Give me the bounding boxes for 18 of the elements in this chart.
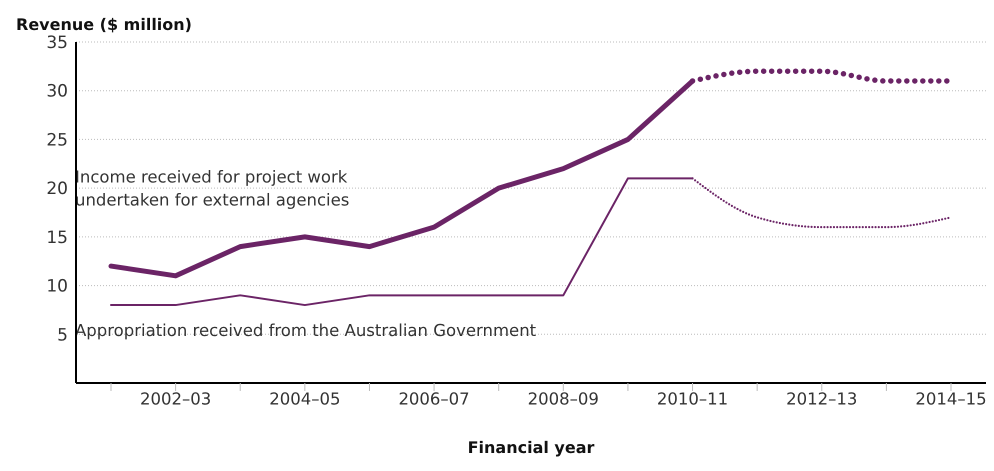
y-axis-title: Revenue ($ million) <box>16 15 192 34</box>
y-tick-label: 35 <box>46 33 68 54</box>
x-tick-label: 2012–13 <box>786 390 858 409</box>
x-tick-label: 2008–09 <box>528 390 599 409</box>
text: Income received for project work undertaken for external agencies <box>75 167 350 210</box>
x-axis-title: Financial year <box>468 438 594 457</box>
y-tick-label: 5 <box>57 325 68 346</box>
y-tick-label: 10 <box>46 276 68 297</box>
x-tick-label: 2006–07 <box>398 390 470 409</box>
x-tick-label: 2010–11 <box>656 390 728 409</box>
y-tick-label: 30 <box>46 82 68 102</box>
series-label: Appropriation received from the Australian Government <box>75 321 537 340</box>
x-tick-label: 2014–15 <box>915 390 987 409</box>
x-tick-label: 2002–03 <box>140 390 212 409</box>
x-tick-label: 2004–05 <box>269 390 340 409</box>
y-tick-label: 20 <box>46 179 68 200</box>
y-tick-label: 15 <box>46 228 68 248</box>
y-tick-label: 25 <box>46 130 68 150</box>
